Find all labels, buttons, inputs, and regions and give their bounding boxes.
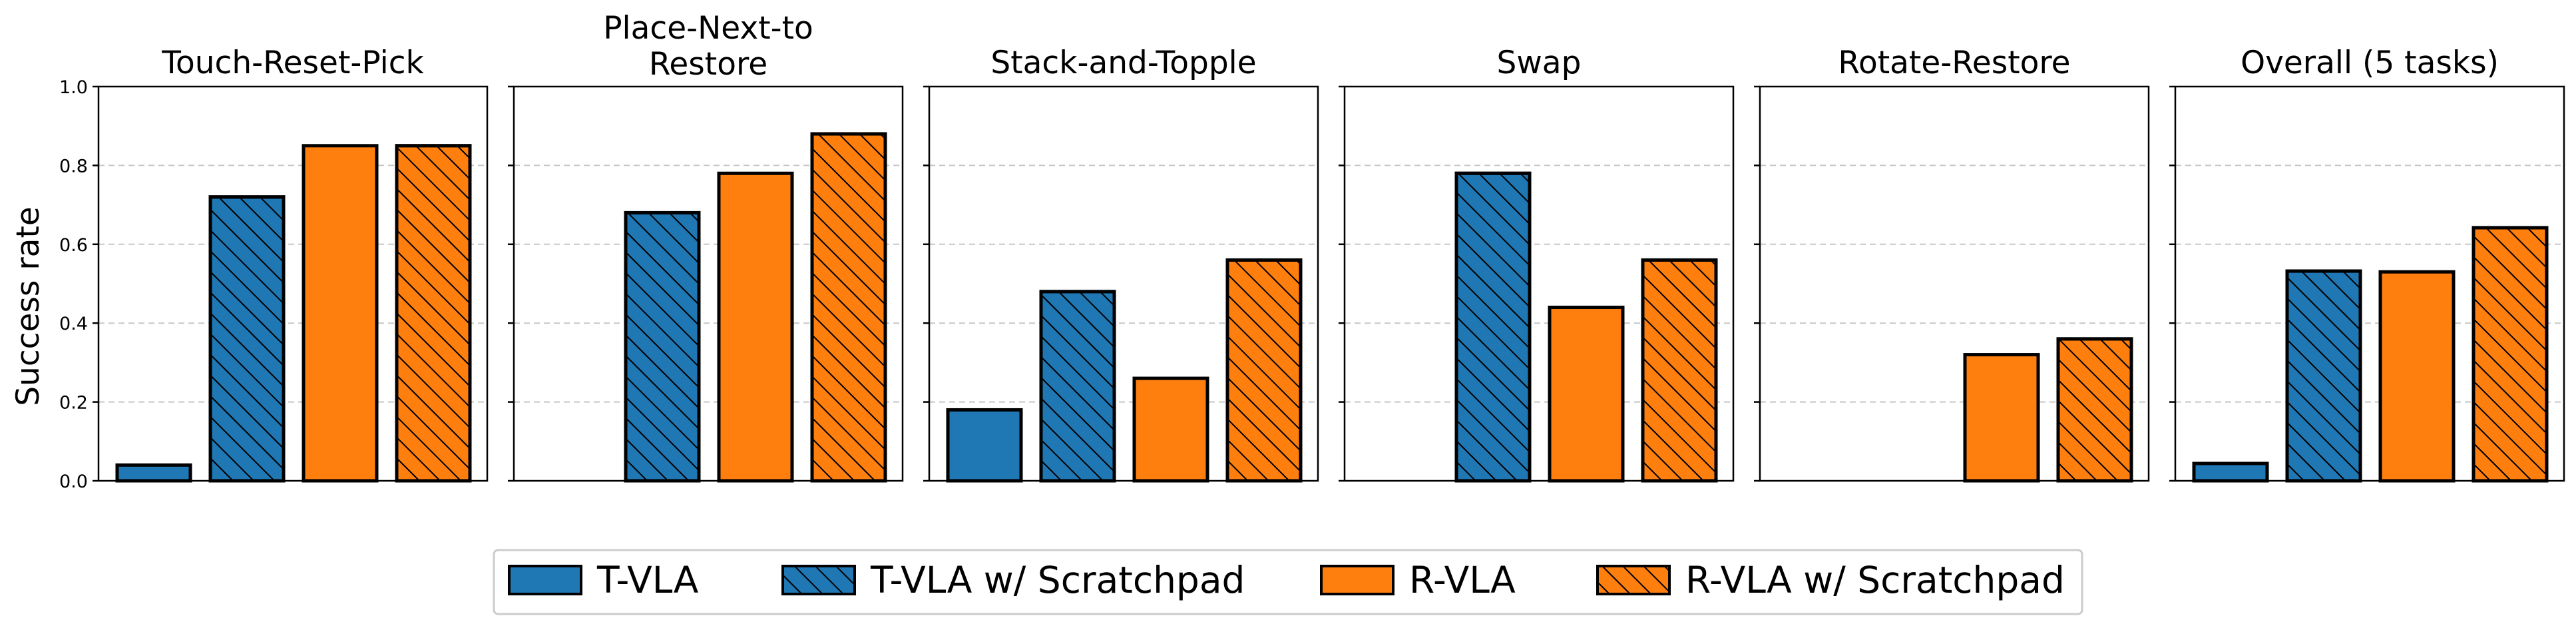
bar-hatch: [626, 212, 699, 481]
bar: [2192, 462, 2269, 483]
panel: Stack-and-Topple: [923, 45, 1319, 483]
panel-title: Place-Next-to: [603, 10, 813, 47]
legend-item: T-VLA w/ Scratchpad: [781, 559, 1245, 601]
chart-panels: 0.0 0.2 0.4 0.6 0.8 1.0 Touch-Reset-Pick Place-…: [59, 10, 2565, 492]
panel-frame: [928, 85, 1319, 482]
bar-hatch: [210, 196, 284, 481]
bar-hatch: [2287, 271, 2360, 481]
legend-label: T-VLA w/ Scratchpad: [870, 559, 1245, 601]
panel-frame: [2174, 85, 2565, 482]
panel-frame: [1343, 85, 1735, 482]
bar-hatch: [1643, 260, 1716, 481]
legend-swatch: [1320, 565, 1395, 595]
bar-hatch: [2473, 227, 2547, 481]
bar-hatch: [812, 134, 885, 481]
panel-frame: [513, 85, 904, 482]
legend-label: T-VLA: [596, 559, 699, 601]
bar: [302, 144, 379, 483]
bar: [115, 463, 192, 483]
bar: [1548, 306, 1625, 483]
bar: [717, 171, 794, 483]
legend-swatch-hatch: [781, 565, 856, 595]
bar: [1963, 353, 2040, 483]
bar-hatch: [1227, 260, 1301, 481]
panel-title: Touch-Reset-Pick: [161, 45, 424, 81]
panel-frame: [97, 85, 489, 482]
panel-title: Restore: [649, 46, 767, 83]
bar: [946, 408, 1023, 483]
panel-title: Swap: [1497, 45, 1582, 81]
legend-item: R-VLA w/ Scratchpad: [1596, 559, 2065, 601]
panel: 0.0 0.2 0.4 0.6 0.8 1.0 Touch-Reset-Pick: [59, 45, 489, 492]
y-tick-label: 1.0: [59, 77, 88, 98]
legend-swatch: [508, 565, 582, 595]
y-tick-label: 0.0: [59, 471, 88, 492]
legend-label: R-VLA: [1409, 559, 1516, 601]
bar: [2378, 270, 2456, 483]
legend: T-VLA T-VLA w/ Scratchpad R-VLA R-VLA w/ Sc…: [493, 549, 2083, 615]
bar-hatch: [1456, 173, 1530, 481]
panel: Rotate-Restore: [1754, 45, 2150, 483]
y-tick-label: 0.8: [59, 156, 88, 176]
panel: Swap: [1339, 45, 1735, 483]
y-tick-label: 0.4: [59, 314, 88, 334]
panel: Overall (5 tasks): [2169, 45, 2565, 483]
y-tick-label: 0.2: [59, 393, 88, 414]
bar-hatch: [2058, 338, 2131, 481]
legend-box: [493, 549, 2083, 615]
legend-swatch-hatch: [1596, 565, 1671, 595]
bar-hatch: [1041, 291, 1114, 481]
bar: [1132, 376, 1209, 483]
panel-title: Overall (5 tasks): [2241, 45, 2499, 81]
panel-title: Stack-and-Topple: [990, 45, 1256, 81]
bar-hatch: [397, 145, 470, 481]
panel-frame: [1759, 85, 2150, 482]
legend-item: T-VLA: [508, 559, 699, 601]
y-axis-label: Success rate: [10, 206, 47, 406]
y-tick-label: 0.6: [59, 235, 88, 256]
panel-title: Rotate-Restore: [1838, 45, 2070, 81]
legend-item: R-VLA: [1320, 559, 1516, 601]
legend-label: R-VLA w/ Scratchpad: [1685, 559, 2065, 601]
